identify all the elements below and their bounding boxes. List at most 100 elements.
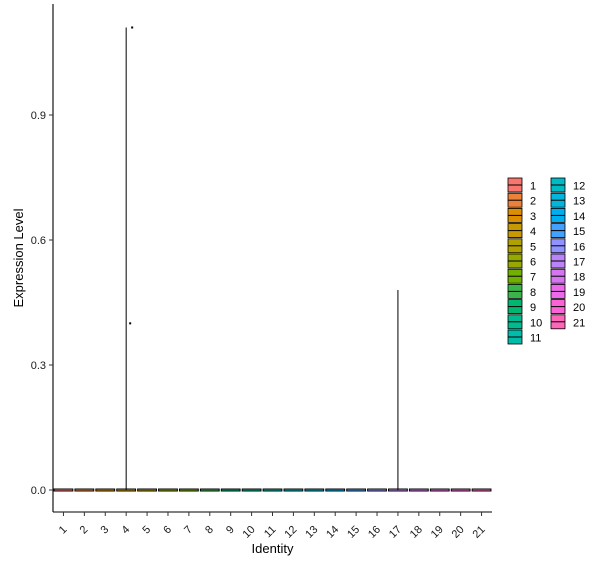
- x-tick-label: 14: [324, 524, 341, 541]
- legend-label: 15: [573, 226, 585, 238]
- violin-3: [95, 488, 116, 492]
- violin-6: [158, 488, 178, 492]
- legend-item-6: 6: [507, 253, 536, 269]
- legend-label: 6: [530, 257, 536, 269]
- legend-item-14: 14: [550, 207, 585, 223]
- violin-4: [116, 26, 137, 492]
- violin-body: [220, 488, 241, 492]
- legend-item-19: 19: [550, 283, 585, 299]
- legend-label: 10: [530, 317, 542, 329]
- y-tick-label: 0.0: [31, 485, 46, 497]
- x-tick-label: 15: [345, 524, 362, 541]
- violin-body: [137, 488, 157, 492]
- x-tick-label: 6: [161, 524, 174, 537]
- x-tick-label: 5: [140, 524, 153, 537]
- violin-body: [158, 488, 178, 492]
- violin-body: [450, 488, 471, 492]
- violin-11: [262, 488, 283, 492]
- x-tick-label: 8: [203, 524, 216, 537]
- legend-label: 8: [530, 287, 536, 299]
- violin-13: [304, 488, 325, 492]
- y-axis-title: Expression Level: [11, 208, 26, 307]
- x-tick-label: 21: [471, 524, 488, 541]
- violin-body: [53, 488, 74, 492]
- legend-item-11: 11: [507, 329, 541, 345]
- violin-body: [304, 488, 325, 492]
- violin-12: [283, 488, 304, 492]
- x-tick-label: 18: [408, 524, 425, 541]
- violin-body: [199, 488, 220, 492]
- violin-body: [283, 488, 304, 492]
- legend-label: 18: [573, 272, 585, 284]
- violin-21: [471, 488, 492, 492]
- y-tick-label: 0.6: [31, 235, 46, 247]
- legend-item-18: 18: [550, 268, 585, 284]
- violin-body: [429, 488, 450, 492]
- x-tick-label: 10: [241, 524, 258, 541]
- x-tick-label: 11: [262, 524, 279, 541]
- y-axis: 0.0 0.3 0.6 0.9: [31, 4, 54, 512]
- violin-body: [262, 488, 283, 492]
- legend-label: 13: [573, 196, 585, 208]
- legend-item-20: 20: [550, 299, 585, 314]
- y-tick-label: 0.3: [31, 360, 46, 372]
- legend-item-8: 8: [507, 283, 536, 299]
- violin-body: [241, 488, 262, 492]
- x-tick-label: 4: [119, 524, 132, 537]
- x-axis: 1 2 3 4 5 6 7 8 9 10 11 12 13 14 15 16 17 18 19 20 21: [53, 511, 492, 541]
- violin-15: [346, 488, 367, 492]
- violin-8: [199, 488, 220, 492]
- x-tick-label: 13: [303, 524, 320, 541]
- legend-item-4: 4: [507, 223, 536, 238]
- violin-body: [408, 488, 429, 492]
- violin-18: [408, 488, 429, 492]
- legend-item-1: 1: [507, 177, 536, 193]
- legend-label: 9: [530, 302, 536, 314]
- legend-item-2: 2: [507, 192, 536, 208]
- legend-label: 16: [573, 241, 585, 253]
- x-tick-label: 16: [366, 524, 383, 541]
- violin-body: [367, 488, 387, 492]
- legend-label: 4: [530, 226, 536, 238]
- legend-item-5: 5: [507, 238, 536, 253]
- violin-body: [471, 488, 492, 492]
- data-point: [131, 26, 134, 29]
- violin-20: [450, 488, 471, 492]
- violin-10: [241, 488, 262, 492]
- violin-1: [53, 488, 74, 492]
- x-tick-label: 17: [387, 524, 404, 541]
- legend-label: 2: [530, 196, 536, 208]
- legend-item-10: 10: [507, 314, 542, 329]
- x-tick-label: 3: [99, 524, 112, 537]
- legend-label: 3: [530, 211, 536, 223]
- violin-9: [220, 488, 241, 492]
- violin-16: [367, 488, 387, 492]
- legend-item-3: 3: [507, 207, 536, 223]
- violin-2: [74, 488, 95, 492]
- x-axis-title: Identity: [252, 541, 294, 556]
- violin-body: [74, 488, 95, 492]
- violin-14: [325, 488, 346, 492]
- legend-label: 14: [573, 211, 585, 223]
- x-tick-label: 19: [429, 524, 446, 541]
- legend-item-21: 21: [550, 314, 585, 329]
- violin-body: [178, 488, 199, 492]
- legend-item-7: 7: [507, 268, 536, 284]
- legend-item-16: 16: [550, 238, 585, 253]
- legend-label: 21: [573, 317, 585, 329]
- x-tick-label: 1: [57, 524, 70, 537]
- legend-label: 12: [573, 181, 585, 193]
- x-tick-label: 7: [182, 524, 195, 537]
- violin-7: [178, 488, 199, 492]
- legend-label: 11: [530, 333, 541, 345]
- legend-item-13: 13: [550, 192, 585, 208]
- legend-item-17: 17: [550, 253, 585, 269]
- legend-label: 17: [573, 257, 585, 269]
- violin-body: [325, 488, 346, 492]
- legend-label: 7: [530, 272, 536, 284]
- y-tick-label: 0.9: [31, 110, 46, 122]
- violin-body: [95, 488, 116, 492]
- legend-label: 5: [530, 241, 536, 253]
